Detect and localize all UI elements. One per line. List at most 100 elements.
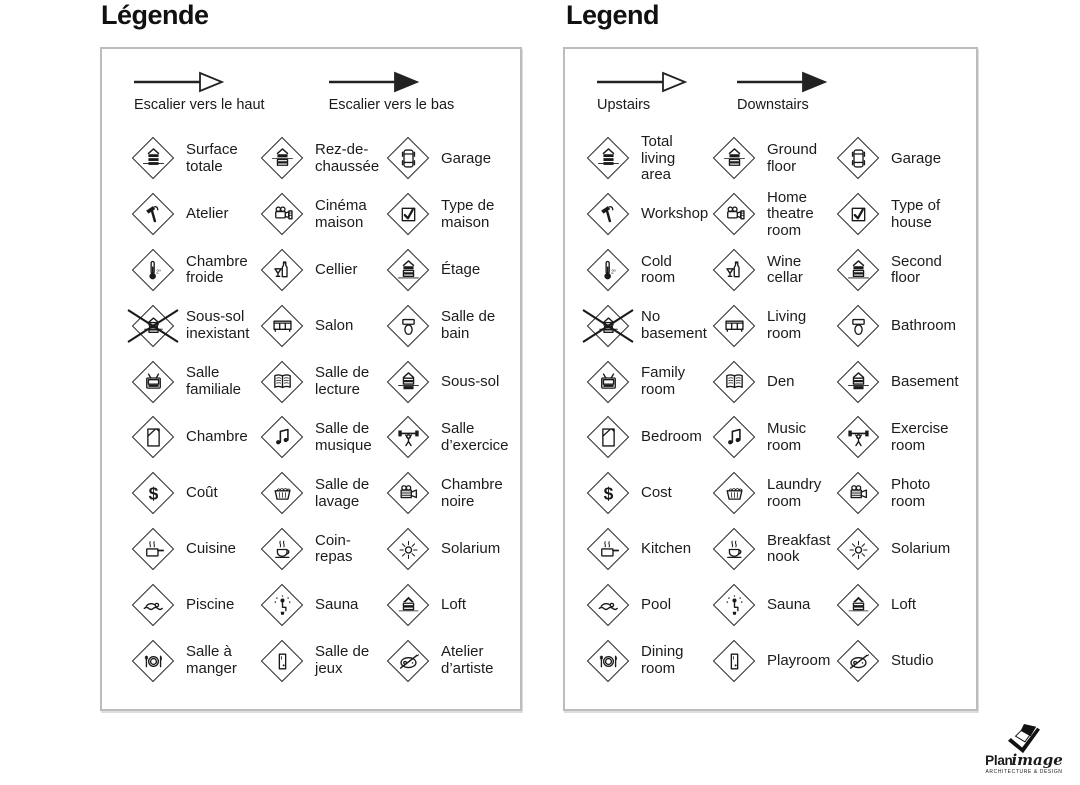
legend-item-label: Second floor: [891, 252, 942, 287]
legend-item: Living room: [711, 298, 835, 354]
legend-item: Salle à manger: [130, 633, 259, 689]
photo-room-icon: [835, 471, 881, 517]
laundry-room-icon: [711, 471, 757, 517]
svg-text:2°: 2°: [156, 269, 161, 275]
legend-item: Laundry room: [711, 466, 835, 522]
upstairs-arrow-group: Upstairs: [597, 71, 687, 113]
sauna-icon: [259, 582, 305, 628]
legend-item: Bedroom: [585, 410, 711, 466]
legend-item: Dining room: [585, 633, 711, 689]
wine-cellar-icon: [259, 247, 305, 293]
family-room-icon: [130, 359, 176, 405]
legend-item-label: Cold room: [641, 252, 676, 287]
legend-item-label: Sauna: [315, 595, 359, 613]
legend-grid-en: Total living area Ground floor Garage Works…: [565, 131, 976, 689]
legend-item-label: Solarium: [891, 540, 951, 558]
crossed-out-x-icon: [582, 309, 634, 344]
legend-item-label: Cellier: [315, 261, 358, 279]
legend-item-label: Cuisine: [186, 540, 237, 558]
legend-item: Salle de musique: [259, 410, 385, 466]
playroom-icon: [711, 638, 757, 684]
breakfast-nook-icon: [711, 526, 757, 572]
legend-item: Wine cellar: [711, 243, 835, 299]
laundry-room-icon: [259, 471, 305, 517]
basement-icon: [835, 359, 881, 405]
legend-item: Atelier d’artiste: [385, 633, 520, 689]
legend-item-label: Total living area: [641, 132, 676, 184]
legend-item-label: Piscine: [186, 595, 235, 613]
arrow-label: Escalier vers le bas: [328, 97, 455, 113]
legend-item: Salon: [259, 298, 385, 354]
legend-item: Kitchen: [585, 522, 711, 578]
arrow-label: Downstairs: [737, 97, 809, 113]
cold-room-icon: 2°: [130, 247, 176, 293]
legend-item: $ Cost: [585, 466, 711, 522]
legend-item: Second floor: [835, 243, 976, 299]
legend-item: Playroom: [711, 633, 835, 689]
kitchen-icon: [130, 526, 176, 572]
legend-item-label: Type of house: [891, 196, 941, 231]
legend-item: $ Coût: [130, 466, 259, 522]
kitchen-icon: [585, 526, 631, 572]
legend-item: Pool: [585, 577, 711, 633]
legend-item-label: Salle de lavage: [315, 475, 370, 510]
legend-item: Den: [711, 354, 835, 410]
pool-icon: [130, 582, 176, 628]
legend-item: Salle de bain: [385, 298, 520, 354]
legend-item: Sous-sol inexistant: [127, 298, 259, 354]
legend-item: Cuisine: [130, 522, 259, 578]
legend-item: Exercise room: [835, 410, 976, 466]
legend-item: Atelier: [130, 187, 259, 243]
loft-icon: [385, 582, 431, 628]
legend-item: Garage: [835, 131, 976, 187]
second-floor-icon: [385, 247, 431, 293]
legend-item-label: Type de maison: [441, 196, 495, 231]
legend-item: Basement: [835, 354, 976, 410]
solarium-icon: [835, 526, 881, 572]
legend-item: Salle de jeux: [259, 633, 385, 689]
legend-item-label: Wine cellar: [767, 252, 803, 287]
legend-item: Salle familiale: [130, 354, 259, 410]
legend-item: 2° Chambre froide: [130, 243, 259, 299]
legend-item-label: Coin-repas: [315, 531, 353, 566]
bathroom-icon: [385, 303, 431, 349]
arrow-label: Upstairs: [597, 97, 651, 113]
legend-item-label: Photo room: [891, 475, 931, 510]
legend-item-label: Bathroom: [891, 316, 957, 334]
legend-item-label: Salle de bain: [441, 308, 496, 343]
legend-item: Garage: [385, 131, 520, 187]
legend-item: 2° Cold room: [585, 243, 711, 299]
legend-item-label: Family room: [641, 364, 686, 399]
legend-item: Salle d’exercice: [385, 410, 520, 466]
legend-item-label: Loft: [891, 595, 917, 613]
legend-item: Loft: [835, 577, 976, 633]
planimage-logo-icon: [1008, 723, 1040, 754]
workshop-icon: [130, 192, 176, 238]
workshop-icon: [585, 192, 631, 238]
legend-item: Rez-de-chaussée: [259, 131, 385, 187]
upstairs-arrow-group: Escalier vers le haut: [134, 71, 265, 113]
legend-item-label: Salle à manger: [186, 643, 237, 678]
legend-item: Salle de lavage: [259, 466, 385, 522]
studio-icon: [385, 638, 431, 684]
living-room-icon: [711, 303, 757, 349]
legend-item-label: Coût: [186, 484, 218, 502]
stairs-up-arrow-icon: [597, 71, 687, 93]
photo-room-icon: [385, 471, 431, 517]
cold-room-icon: 2°: [585, 247, 631, 293]
logo-plan-text: Plan: [985, 753, 1013, 768]
legend-item-label: Ground floor: [767, 141, 818, 175]
second-floor-icon: [835, 247, 881, 293]
legend-item-label: Salon: [315, 316, 354, 334]
basement-icon: [385, 359, 431, 405]
downstairs-arrow-group: Escalier vers le bas: [328, 71, 455, 113]
legend-item-label: Salle de lecture: [315, 364, 370, 399]
legend-item-label: Salle familiale: [186, 364, 242, 399]
svg-text:2°: 2°: [611, 269, 616, 275]
svg-text:$: $: [148, 484, 158, 504]
dining-room-icon: [585, 638, 631, 684]
pool-icon: [585, 582, 631, 628]
arrow-label: Escalier vers le haut: [134, 97, 265, 113]
legend-item: Coin-repas: [259, 522, 385, 578]
